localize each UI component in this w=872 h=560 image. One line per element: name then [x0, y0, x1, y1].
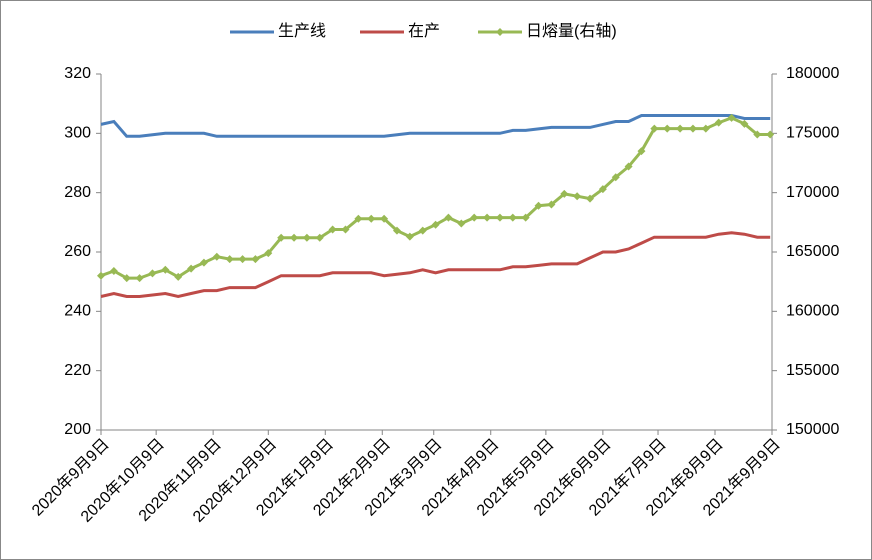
- y2-tick-label: 160000: [786, 303, 839, 320]
- point-marker: [225, 255, 234, 264]
- point-marker: [315, 233, 324, 242]
- point-marker: [766, 130, 775, 139]
- point-marker: [598, 185, 607, 194]
- point-marker: [676, 124, 685, 133]
- y-tick-label: 260: [64, 243, 91, 260]
- point-marker: [277, 233, 286, 242]
- point-marker: [740, 119, 749, 128]
- point-marker: [470, 213, 479, 222]
- point-marker: [444, 213, 453, 222]
- point-marker: [148, 269, 157, 278]
- series-line: [100, 231, 771, 299]
- point-marker: [122, 274, 131, 283]
- point-marker: [238, 255, 247, 264]
- point-marker: [753, 130, 762, 139]
- y-tick-label: 240: [64, 303, 91, 320]
- point-marker: [495, 213, 504, 222]
- point-marker: [174, 272, 183, 281]
- point-marker: [405, 232, 414, 241]
- point-marker: [714, 118, 723, 127]
- point-marker: [457, 219, 466, 228]
- point-marker: [341, 225, 350, 234]
- y-tick-label: 200: [64, 421, 91, 438]
- point-marker: [302, 233, 311, 242]
- series-line: [100, 114, 771, 138]
- point-marker: [701, 124, 710, 133]
- point-marker: [431, 220, 440, 229]
- point-marker: [392, 226, 401, 235]
- y-tick-label: 320: [64, 65, 91, 82]
- point-marker: [199, 258, 208, 267]
- point-marker: [97, 271, 105, 280]
- point-marker: [637, 147, 646, 156]
- point-marker: [611, 173, 620, 182]
- point-marker: [483, 213, 492, 222]
- point-marker: [354, 214, 363, 223]
- point-marker: [560, 189, 569, 198]
- point-marker: [624, 162, 633, 171]
- y2-tick-label: 155000: [786, 362, 839, 379]
- point-marker: [727, 113, 736, 122]
- point-marker: [573, 192, 582, 201]
- y-tick-label: 280: [64, 184, 91, 201]
- y2-tick-label: 175000: [786, 125, 839, 142]
- point-marker: [534, 201, 543, 210]
- point-marker: [418, 226, 427, 235]
- point-marker: [650, 124, 659, 133]
- point-marker: [688, 124, 697, 133]
- point-marker: [586, 194, 595, 203]
- point-marker: [212, 252, 221, 261]
- point-marker: [521, 213, 530, 222]
- y-tick-label: 300: [64, 125, 91, 142]
- point-marker: [328, 225, 337, 234]
- point-marker: [109, 266, 118, 275]
- point-marker: [547, 200, 556, 209]
- point-marker: [380, 214, 389, 223]
- y-tick-label: 220: [64, 362, 91, 379]
- point-marker: [161, 265, 170, 274]
- point-marker: [367, 214, 376, 223]
- point-marker: [290, 233, 299, 242]
- point-marker: [251, 255, 260, 264]
- point-marker: [135, 274, 144, 283]
- legend-label: 生产线: [278, 22, 326, 40]
- y2-tick-label: 170000: [786, 184, 839, 201]
- legend-marker: [496, 28, 504, 36]
- legend-label: 日熔量(右轴): [526, 22, 617, 40]
- point-marker: [508, 213, 517, 222]
- point-marker: [264, 249, 273, 258]
- legend-label: 在产: [408, 22, 440, 40]
- point-marker: [187, 264, 196, 273]
- point-marker: [663, 124, 672, 133]
- y2-tick-label: 150000: [786, 421, 839, 438]
- y2-tick-label: 165000: [786, 243, 839, 260]
- y2-tick-label: 180000: [786, 65, 839, 82]
